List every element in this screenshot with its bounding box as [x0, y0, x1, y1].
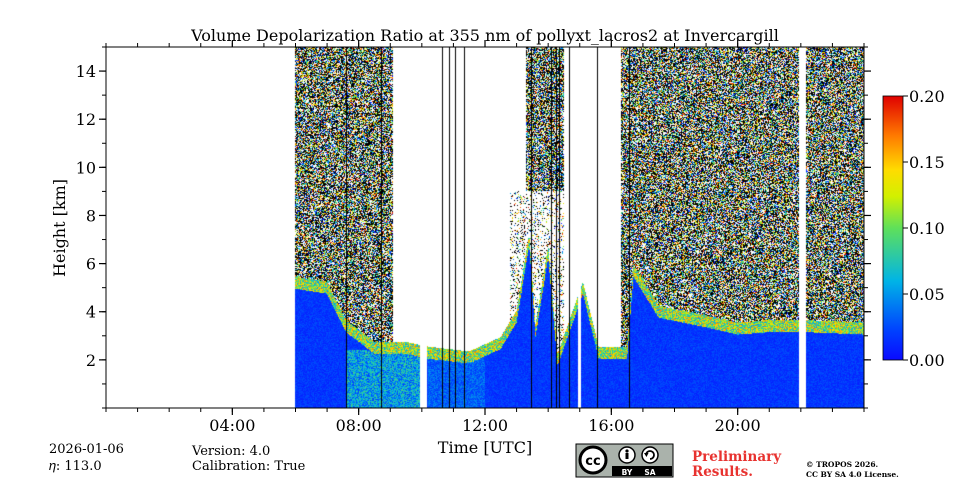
footer-eta: 𝜂: 113.0	[49, 459, 102, 474]
sa-label: SA	[644, 468, 655, 477]
y-tick-label: 4	[86, 303, 96, 322]
copyright-line1: © TROPOS 2026.	[806, 460, 878, 469]
y-axis: 2 4 6 8 10 12 14	[76, 46, 871, 409]
x-tick-label: 04:00	[209, 416, 255, 435]
colorbar-tick-label: 0.00	[909, 351, 945, 370]
heatmap-image	[106, 47, 864, 408]
y-tick-label: 2	[86, 351, 96, 370]
y-tick-label: 14	[76, 62, 96, 81]
copyright-line2: CC BY SA 4.0 License.	[806, 470, 899, 479]
footer-version: Version: 4.0	[191, 444, 270, 459]
y-tick-label: 10	[76, 158, 96, 177]
plot-area	[105, 46, 865, 409]
by-label: BY	[622, 468, 633, 477]
colorbar-tick-label: 0.15	[909, 153, 945, 172]
x-tick-label: 12:00	[462, 416, 508, 435]
sa-arrow-icon	[641, 446, 659, 464]
colorbar-tick-label: 0.10	[909, 219, 945, 238]
colorbar-tick-label: 0.05	[909, 285, 945, 304]
cc-logo-text: cc	[585, 454, 600, 469]
colorbar: 0.00 0.05 0.10 0.15 0.20	[882, 87, 945, 370]
colorbar-ticks: 0.00 0.05 0.10 0.15 0.20	[903, 87, 945, 370]
x-axis-label: Time [UTC]	[438, 438, 532, 457]
x-axis: 04:00 08:00 12:00 16:00 20:00	[105, 40, 865, 435]
x-tick-label: 20:00	[715, 416, 761, 435]
colorbar-tick-label: 0.20	[909, 87, 945, 106]
colorbar-gradient	[882, 95, 904, 361]
footer-calibration: Calibration: True	[192, 459, 306, 474]
preliminary-line1: Preliminary	[692, 449, 782, 465]
preliminary-line2: Results.	[692, 464, 753, 480]
chart-title: Volume Depolarization Ratio at 355 nm of…	[190, 26, 779, 45]
footer-date: 2026-01-06	[49, 442, 124, 457]
y-tick-label: 12	[76, 110, 96, 129]
cc-license-badge: cc BY SA	[575, 443, 674, 478]
x-tick-label: 08:00	[336, 416, 382, 435]
y-tick-label: 6	[86, 255, 96, 274]
y-axis-label: Height [km]	[50, 179, 69, 277]
y-tick-label: 8	[86, 206, 96, 225]
x-tick-label: 16:00	[588, 416, 634, 435]
cc-logo-icon	[578, 445, 608, 475]
